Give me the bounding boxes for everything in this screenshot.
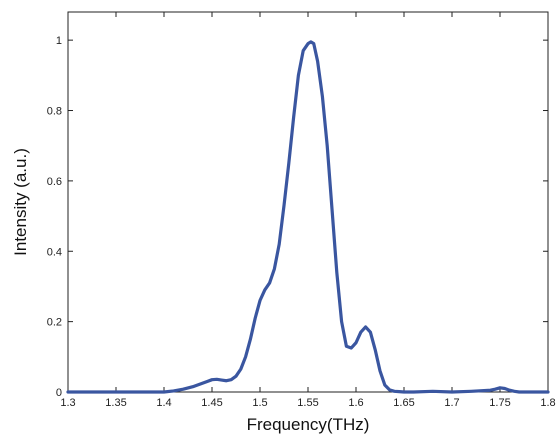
spectrum-line	[66, 40, 550, 394]
y-tick-label: 0.8	[47, 106, 62, 118]
x-tick-label: 1.6	[348, 397, 363, 409]
x-tick-label: 1.55	[297, 397, 318, 409]
y-tick-label: 0	[56, 387, 62, 399]
x-tick-label: 1.35	[105, 397, 126, 409]
y-axis-title: Intensity (a.u.)	[11, 148, 30, 256]
x-tick-label: 1.5	[252, 397, 267, 409]
x-tick-label: 1.45	[201, 397, 222, 409]
plot-frame	[67, 11, 549, 393]
x-axis-title: Frequency(THz)	[247, 415, 370, 434]
plot-area	[66, 40, 550, 394]
y-tick-label: 0.6	[47, 176, 62, 188]
x-tick-label: 1.8	[540, 397, 555, 409]
x-axis: 1.3 1.35 1.4 1.45 1.5 1.55 1.6 1.65 1.7 1.75 1.8	[60, 12, 556, 409]
y-tick-label: 0.4	[47, 246, 62, 258]
x-tick-label: 1.75	[489, 397, 510, 409]
x-tick-label: 1.65	[393, 397, 414, 409]
x-tick-label: 1.4	[156, 397, 171, 409]
x-tick-label: 1.7	[444, 397, 459, 409]
y-tick-label: 0.2	[47, 317, 62, 329]
x-tick-label: 1.3	[60, 397, 75, 409]
y-tick-label: 1	[56, 35, 62, 47]
